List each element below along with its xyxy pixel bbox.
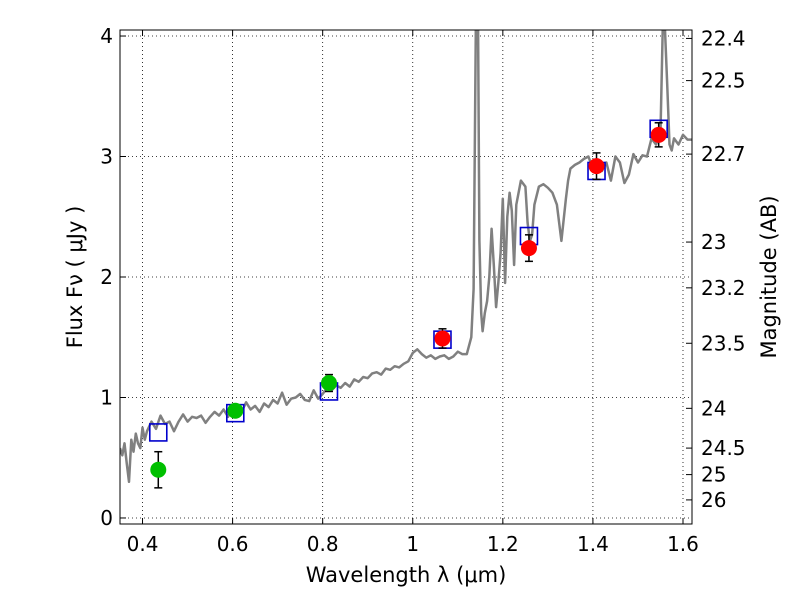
magnitude-tick-label: 23.5 [701,331,746,355]
x-tick-label: 0.4 [127,532,159,556]
magnitude-tick-label: 22.7 [701,142,746,166]
magnitude-tick-label: 25 [701,463,726,487]
x-axis-label: Wavelength λ (μm) [306,563,507,587]
y-tick-label: 3 [100,145,113,169]
x-tick-label: 1.6 [667,532,699,556]
magnitude-axis-label: Magnitude (AB) [757,195,781,358]
photometry-point [588,158,605,175]
photometry-point [520,240,537,257]
magnitude-tick-label: 23.2 [701,276,746,300]
photometry-point [227,402,244,419]
y-tick-label: 0 [100,506,113,530]
magnitude-tick-label: 22.5 [701,69,746,93]
magnitude-tick-label: 24 [701,396,726,420]
magnitude-tick-label: 22.4 [701,26,746,50]
y-tick-label: 4 [100,24,113,48]
y-tick-label: 1 [100,385,113,409]
photometry-point [320,375,337,392]
y-tick-label: 2 [100,265,113,289]
x-tick-label: 0.6 [217,532,249,556]
plot-data [120,30,692,489]
y-axis-label: Flux Fν ( μJy ) [63,206,87,349]
photometry-point [150,461,167,478]
x-tick-label: 1.2 [487,532,519,556]
model-band-marker [148,423,168,442]
x-tick-label: 1 [406,532,419,556]
magnitude-tick-label: 24.5 [701,436,746,460]
photometry-point [650,126,667,143]
magnitude-tick-label: 26 [701,488,726,512]
magnitude-tick-label: 23 [701,230,726,254]
photometry-point [434,330,451,347]
x-tick-label: 1.4 [577,532,609,556]
x-tick-label: 0.8 [307,532,339,556]
